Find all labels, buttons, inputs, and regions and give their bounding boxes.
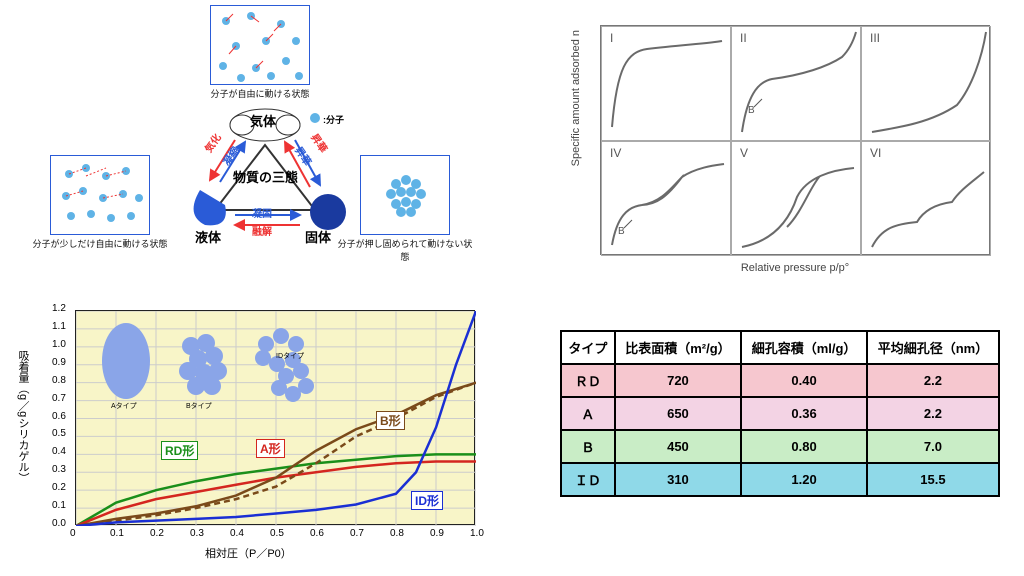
inset-label-id: IDタイプ: [276, 351, 304, 361]
liquid-label: 液体: [195, 227, 221, 246]
xtick: 0.8: [390, 528, 404, 539]
xtick: 0.4: [230, 528, 244, 539]
table-cell: 0.80: [741, 430, 867, 463]
isotherm-grid: I II B III IV B V VI: [600, 25, 990, 255]
freezing-label: 凝固: [252, 205, 272, 220]
table-cell: 310: [615, 463, 742, 496]
xtick: 0.6: [310, 528, 324, 539]
ytick: 0.4: [52, 446, 66, 457]
legend-label: :分子: [323, 113, 344, 126]
solid-label: 固体: [305, 227, 331, 246]
iso-label: III: [870, 31, 880, 45]
data-table: タイプ比表面積（m²/g）細孔容積（ml/g）平均細孔径（nm） ＲＤ7200.…: [560, 330, 1000, 497]
isotherm-chart: 吸着量（g／gシリカゲル）: [20, 300, 490, 570]
xtick: 0.2: [150, 528, 164, 539]
ytick: 0.9: [52, 357, 66, 368]
iupac-isotherms: Specific amount adsorbed n I II B III IV…: [540, 10, 1000, 300]
table-cell: 2.2: [867, 397, 999, 430]
liquid-caption: 分子が少しだけ自由に動ける状態: [30, 237, 170, 250]
col-header: 比表面積（m²/g）: [615, 331, 742, 364]
xtick: 0: [70, 528, 76, 539]
properties-table: タイプ比表面積（m²/g）細孔容積（ml/g）平均細孔径（nm） ＲＤ7200.…: [560, 330, 1000, 530]
xtick: 1.0: [470, 528, 484, 539]
inset-label-a: Aタイプ: [111, 401, 137, 411]
series-label-ID: ID形: [411, 491, 443, 510]
series-label-RD: RD形: [161, 441, 198, 460]
xtick: 0.7: [350, 528, 364, 539]
ytick: 0.2: [52, 482, 66, 493]
table-cell: 450: [615, 430, 742, 463]
iso-label: I: [610, 31, 613, 45]
table-cell: 15.5: [867, 463, 999, 496]
ytick: 0.0: [52, 518, 66, 529]
iso-label: IV: [610, 146, 621, 160]
center-label: 物質の三態: [233, 167, 298, 186]
ytick: 0.6: [52, 411, 66, 422]
table-row: Ａ6500.362.2: [561, 397, 999, 430]
ytick: 1.2: [52, 303, 66, 314]
iso-label: V: [740, 146, 748, 160]
col-header: 細孔容積（ml/g）: [741, 331, 867, 364]
table-cell: 7.0: [867, 430, 999, 463]
table-cell: 650: [615, 397, 742, 430]
table-row: ＩＤ3101.2015.5: [561, 463, 999, 496]
plot-area: Aタイプ Bタイプ IDタイプ RD形 A形 B形 ID形: [75, 310, 475, 525]
gas-caption: 分子が自由に動ける状態: [190, 87, 330, 100]
iso-cell-VI: VI: [861, 141, 991, 256]
table-cell: 1.20: [741, 463, 867, 496]
table-cell: Ａ: [561, 397, 615, 430]
ytick: 1.0: [52, 339, 66, 350]
table-row: ＲＤ7200.402.2: [561, 364, 999, 397]
table-cell: Ｂ: [561, 430, 615, 463]
iso-cell-IV: IV B: [601, 141, 731, 256]
silica-insets: [81, 316, 321, 411]
inset-label-b: Bタイプ: [186, 401, 212, 411]
gas-label: 気体: [250, 111, 276, 130]
xaxis-title: 相対圧（P／P0）: [205, 545, 292, 561]
series-label-B: B形: [376, 411, 405, 430]
xtick: 0.9: [430, 528, 444, 539]
ytick: 0.5: [52, 428, 66, 439]
liquid-box: [50, 155, 150, 235]
iso-label: VI: [870, 146, 881, 160]
table-cell: 2.2: [867, 364, 999, 397]
xtick: 0.1: [110, 528, 124, 539]
melting-label: 融解: [252, 223, 272, 238]
iso-cell-II: II B: [731, 26, 861, 141]
ytick: 1.1: [52, 321, 66, 332]
iso-cell-V: V: [731, 141, 861, 256]
iso-cell-I: I: [601, 26, 731, 141]
ytick: 0.3: [52, 464, 66, 475]
table-cell: ＩＤ: [561, 463, 615, 496]
yaxis-title: 吸着量（g／gシリカゲル）: [15, 350, 31, 483]
ytick: 0.8: [52, 375, 66, 386]
xtick: 0.5: [270, 528, 284, 539]
ytick: 0.7: [52, 393, 66, 404]
states-of-matter-diagram: 分子が自由に動ける状態 分子が少しだけ自由に動ける状態 分子が押し固められて動け…: [30, 5, 490, 295]
col-header: 平均細孔径（nm）: [867, 331, 999, 364]
xtick: 0.3: [190, 528, 204, 539]
tr-yaxis: Specific amount adsorbed n: [570, 30, 582, 166]
series-label-A: A形: [256, 439, 285, 458]
gas-box: [210, 5, 310, 85]
iso-label: II: [740, 31, 747, 45]
ytick: 0.1: [52, 500, 66, 511]
table-cell: 720: [615, 364, 742, 397]
table-cell: ＲＤ: [561, 364, 615, 397]
tr-xaxis: Relative pressure p/p°: [600, 262, 990, 274]
table-cell: 0.36: [741, 397, 867, 430]
table-cell: 0.40: [741, 364, 867, 397]
iso-cell-III: III: [861, 26, 991, 141]
table-row: Ｂ4500.807.0: [561, 430, 999, 463]
col-header: タイプ: [561, 331, 615, 364]
